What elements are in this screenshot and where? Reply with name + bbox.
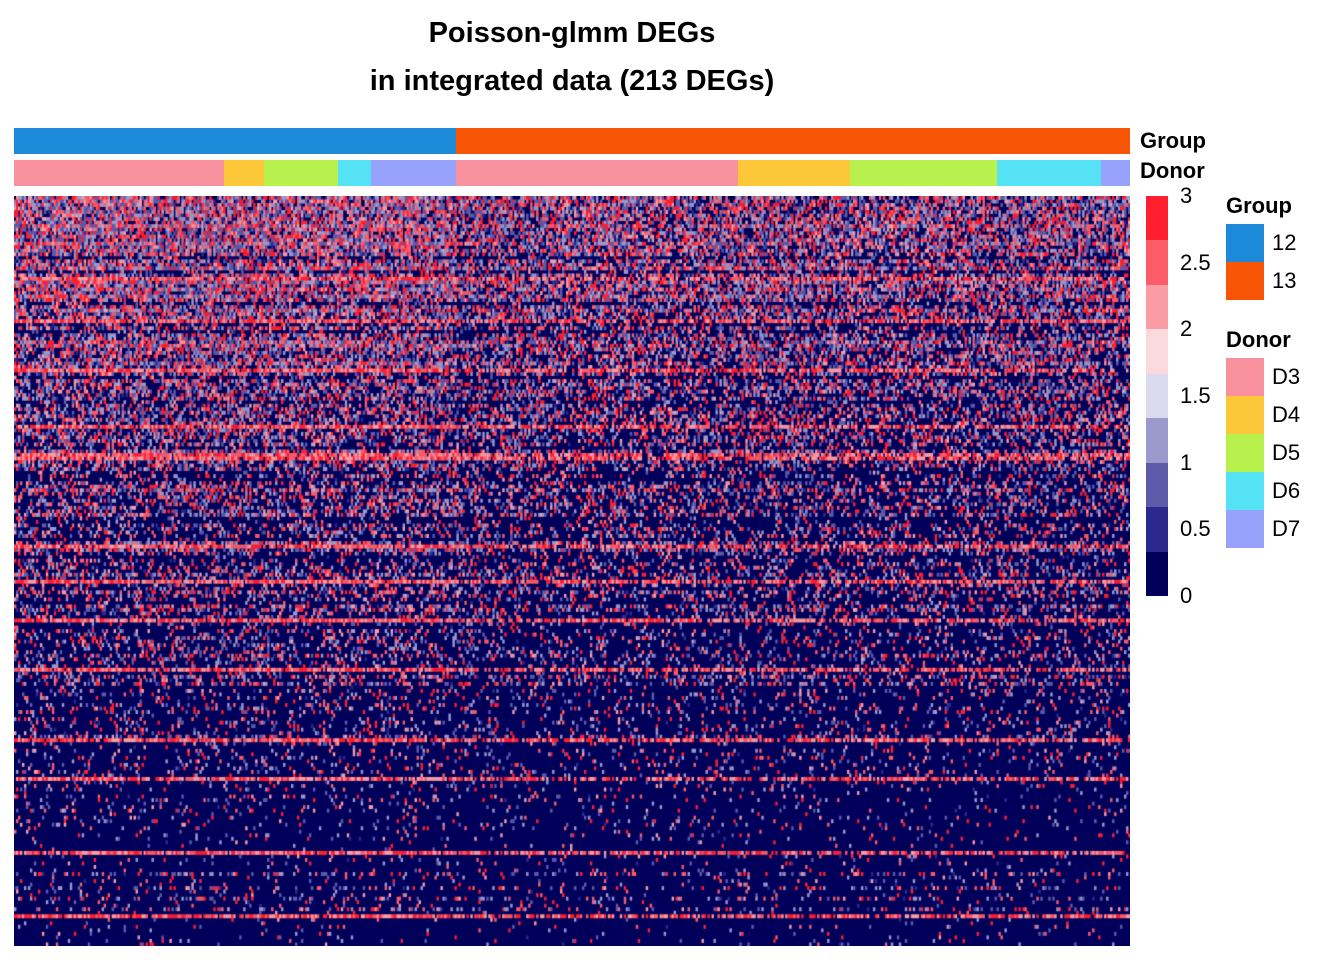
chart-title-line2: in integrated data (213 DEGs) <box>369 65 775 97</box>
scale-tick-label: 0.5 <box>1180 516 1211 542</box>
group-annotation-track <box>14 128 1130 154</box>
donor-legend-label: D3 <box>1272 364 1301 389</box>
group-segment-13-1 <box>456 128 1130 154</box>
scale-bin-7 <box>1146 507 1168 553</box>
donor-swatch-d6 <box>1226 472 1264 510</box>
donor-segment-d3-0 <box>14 160 224 186</box>
scale-tick-label: 2 <box>1180 316 1193 342</box>
scale-bin-1 <box>1146 240 1168 286</box>
group-swatch-13 <box>1226 262 1264 300</box>
donor-segment-d7-4 <box>371 160 456 186</box>
scale-bin-5 <box>1146 418 1168 464</box>
donor-legend-title: Donor <box>1226 327 1291 352</box>
scale-tick-label: 0 <box>1180 583 1193 608</box>
group-legend-title: Group <box>1226 193 1292 218</box>
scale-bin-2 <box>1146 284 1168 330</box>
donor-segment-d4-6 <box>738 160 850 186</box>
donor-legend-label: D4 <box>1272 402 1301 427</box>
scale-tick-label: 1.5 <box>1180 383 1211 408</box>
scale-tick-label: 3 <box>1180 183 1193 208</box>
donor-track-label: Donor <box>1140 158 1205 183</box>
scale-bin-6 <box>1146 462 1168 508</box>
group-legend-label: 13 <box>1272 268 1297 293</box>
scale-bin-4 <box>1146 373 1168 419</box>
group-legend-label: 12 <box>1272 230 1297 255</box>
group-track-label: Group <box>1140 128 1206 153</box>
group-swatch-12 <box>1226 224 1264 262</box>
scale-tick-label: 1 <box>1180 449 1193 475</box>
donor-segment-d3-5 <box>456 160 738 186</box>
donor-segment-d7-9 <box>1101 160 1130 186</box>
chart-title-line1: Poisson-glmm DEGs <box>428 17 716 49</box>
donor-legend-label: D6 <box>1272 478 1301 503</box>
heatmap-body <box>14 196 1130 946</box>
group-segment-12-0 <box>14 128 456 154</box>
donor-legend-label: D7 <box>1272 516 1301 541</box>
donor-segment-d5-2 <box>264 160 338 186</box>
donor-swatch-d5 <box>1226 434 1264 472</box>
donor-annotation-track <box>14 160 1130 186</box>
scale-bin-8 <box>1146 551 1168 597</box>
scale-tick-label: 2.5 <box>1180 249 1211 275</box>
donor-legend-label: D5 <box>1272 440 1301 465</box>
donor-swatch-d3 <box>1226 358 1264 396</box>
donor-segment-d6-8 <box>997 160 1101 186</box>
donor-segment-d5-7 <box>850 160 997 186</box>
donor-segment-d4-1 <box>224 160 264 186</box>
donor-swatch-d7 <box>1226 510 1264 548</box>
scale-bin-3 <box>1146 329 1168 375</box>
donor-swatch-d4 <box>1226 396 1264 434</box>
donor-segment-d6-3 <box>338 160 371 186</box>
scale-bin-0 <box>1146 196 1168 241</box>
